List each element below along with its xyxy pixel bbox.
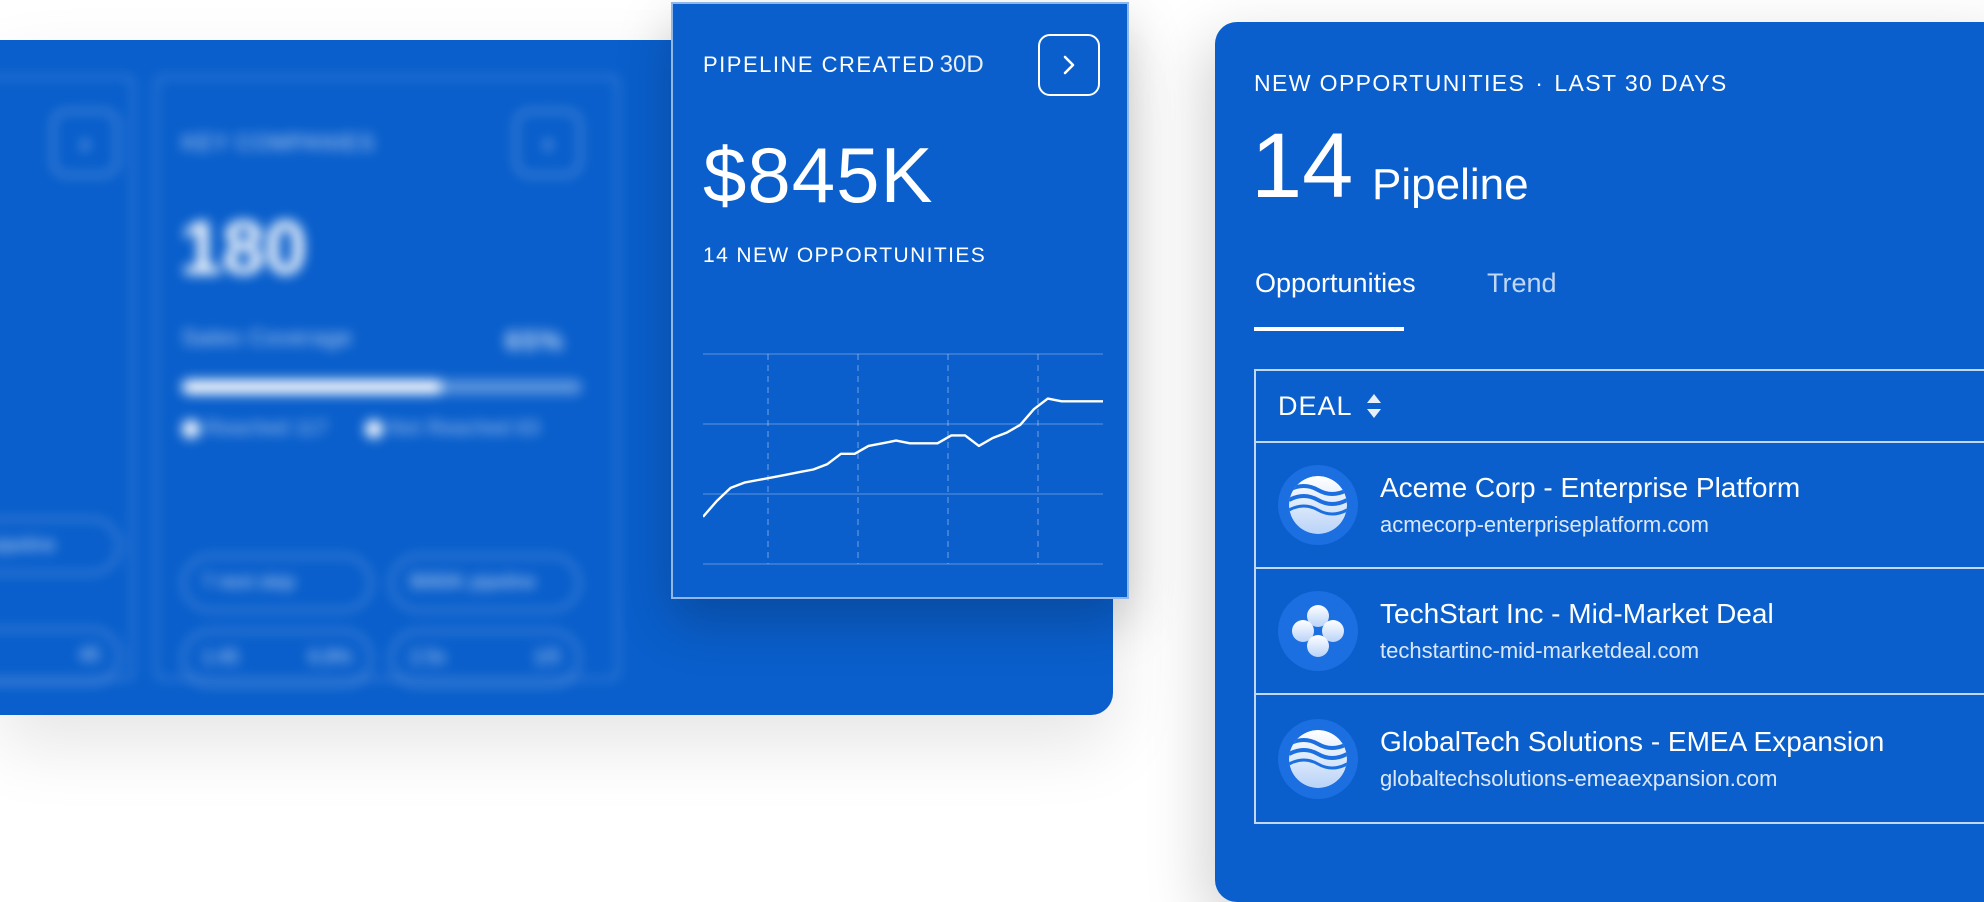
bg-card-value: 180 xyxy=(180,205,307,292)
chevron-right-icon xyxy=(1059,54,1079,76)
opportunities-period: LAST 30 DAYS xyxy=(1554,70,1727,96)
sort-icon[interactable] xyxy=(1365,392,1383,420)
opportunities-count: 14 xyxy=(1251,120,1353,212)
bg-coverage-bar xyxy=(182,380,582,394)
bg-card-title: KEY COMPANIES xyxy=(182,130,375,156)
bg-chip-next-step: 7 next step xyxy=(182,555,372,611)
bg-left-chip: pipeline xyxy=(0,518,120,574)
opportunities-count-label: Pipeline xyxy=(1372,160,1529,210)
pipeline-line-chart xyxy=(703,344,1103,574)
table-row[interactable]: Aceme Corp - Enterprise Platform acmecor… xyxy=(1256,443,1984,569)
deal-name: TechStart Inc - Mid-Market Deal xyxy=(1380,598,1774,630)
deal-column-label: DEAL xyxy=(1278,391,1353,422)
bg-left-small-chip: 45 xyxy=(0,628,120,684)
bg-coverage-bar-fill xyxy=(182,380,442,394)
bg-legend-reached: Reached 117 xyxy=(182,418,329,440)
clover-logo-icon xyxy=(1278,591,1358,671)
tab-opportunities[interactable]: Opportunities xyxy=(1255,268,1416,299)
deal-name: Aceme Corp - Enterprise Platform xyxy=(1380,472,1800,504)
bg-coverage-label: Sales Coverage xyxy=(182,325,353,351)
deal-domain: globaltechsolutions-emeaexpansion.com xyxy=(1380,766,1884,792)
bg-card-chevron-button: › xyxy=(515,110,581,176)
active-tab-indicator xyxy=(1254,327,1404,331)
deal-name: GlobalTech Solutions - EMEA Expansion xyxy=(1380,726,1884,758)
pipeline-card-period: 30D xyxy=(940,51,984,78)
waves-logo-icon xyxy=(1278,719,1358,799)
opportunities-card-header: NEW OPPORTUNITIES·LAST 30 DAYS xyxy=(1254,70,1728,97)
tab-trend[interactable]: Trend xyxy=(1487,268,1557,299)
pipeline-series-line xyxy=(703,399,1103,517)
pipeline-subtitle: 14 NEW OPPORTUNITIES xyxy=(703,244,986,268)
table-row[interactable]: TechStart Inc - Mid-Market Deal techstar… xyxy=(1256,569,1984,695)
open-pipeline-button[interactable] xyxy=(1038,34,1100,96)
pipeline-value: $845K xyxy=(703,130,934,221)
bg-legend-not-reached: Not Reached 63 xyxy=(365,418,540,440)
deal-domain: techstartinc-mid-marketdeal.com xyxy=(1380,638,1774,664)
deal-domain: acmecorp-enterpriseplatform.com xyxy=(1380,512,1800,538)
bg-chip-pipeline: $990K pipeline xyxy=(390,555,580,611)
table-row[interactable]: GlobalTech Solutions - EMEA Expansion gl… xyxy=(1256,695,1984,822)
new-opportunities-card: NEW OPPORTUNITIES·LAST 30 DAYS 14 Pipeli… xyxy=(1215,22,1984,902)
deals-table: DEAL xyxy=(1254,369,1984,824)
bg-chevron-button: › xyxy=(52,110,118,176)
waves-logo-icon xyxy=(1278,465,1358,545)
bg-coverage-percent: 65% xyxy=(505,325,564,357)
deal-column-header[interactable]: DEAL xyxy=(1256,371,1984,443)
